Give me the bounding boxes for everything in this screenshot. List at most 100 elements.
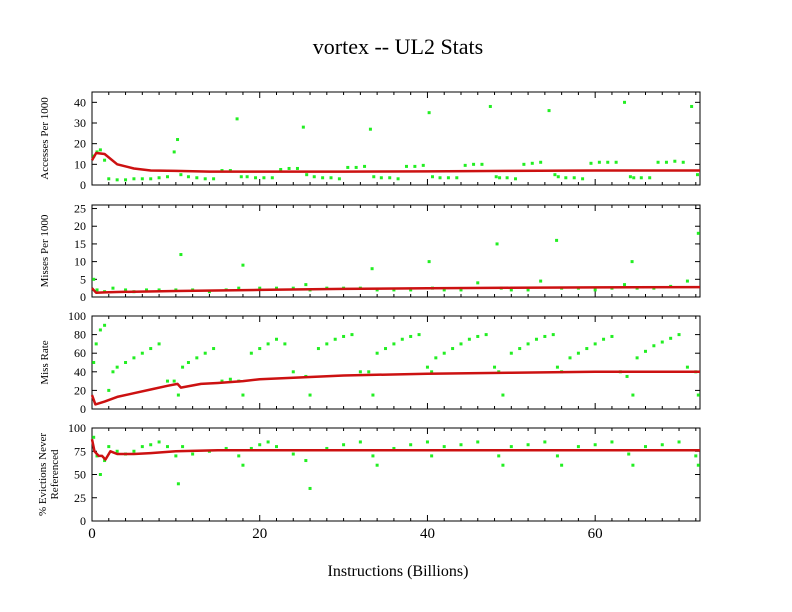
sample-point bbox=[438, 176, 442, 180]
y-tick-label: 25 bbox=[74, 491, 86, 505]
sample-point bbox=[446, 176, 450, 180]
sample-point bbox=[451, 347, 455, 351]
sample-point bbox=[593, 342, 597, 346]
sample-point bbox=[556, 175, 560, 179]
sample-point bbox=[494, 175, 498, 179]
sample-point bbox=[442, 288, 446, 292]
sample-point bbox=[630, 260, 634, 264]
y-tick-label: 80 bbox=[74, 328, 86, 342]
sample-point bbox=[685, 279, 689, 283]
sample-point bbox=[181, 365, 185, 369]
sample-point bbox=[304, 459, 308, 463]
panel-1: 0 10 20 30 40 Accesses Per 1000 bbox=[39, 91, 701, 192]
sample-point bbox=[543, 440, 547, 444]
sample-point bbox=[681, 160, 685, 164]
sample-point bbox=[379, 176, 383, 180]
panel-frame bbox=[91, 427, 701, 522]
y-tick-label: 15 bbox=[74, 237, 86, 251]
y-tick-label: 0 bbox=[80, 178, 86, 192]
sample-point bbox=[140, 177, 144, 181]
sample-point bbox=[526, 288, 530, 292]
sample-point bbox=[111, 286, 115, 290]
sample-point bbox=[585, 347, 589, 351]
sample-point bbox=[660, 443, 664, 447]
sample-point bbox=[614, 160, 618, 164]
x-tick-label: 40 bbox=[420, 526, 435, 542]
y-axis-label: % Evictions NeverReferenced bbox=[37, 433, 61, 516]
sample-point bbox=[476, 440, 480, 444]
y-tick-label: 20 bbox=[74, 219, 86, 233]
sample-point bbox=[367, 370, 371, 374]
sample-point bbox=[92, 435, 96, 439]
sample-point bbox=[203, 177, 207, 181]
sample-point bbox=[696, 463, 700, 467]
sample-point bbox=[375, 288, 379, 292]
sample-point bbox=[279, 168, 283, 171]
sample-point bbox=[417, 333, 421, 337]
sample-point bbox=[346, 165, 350, 169]
sample-point bbox=[107, 445, 111, 449]
sample-point bbox=[254, 176, 258, 180]
sample-point bbox=[455, 176, 459, 180]
sample-point bbox=[627, 452, 631, 456]
panel-frame bbox=[91, 91, 701, 186]
sample-point bbox=[274, 445, 278, 449]
sample-point bbox=[597, 160, 601, 164]
sample-point bbox=[593, 443, 597, 447]
sample-point bbox=[95, 288, 99, 292]
sample-point bbox=[157, 176, 161, 180]
sample-point bbox=[534, 337, 538, 341]
sample-point bbox=[404, 164, 408, 168]
sample-point bbox=[98, 473, 102, 476]
sample-point bbox=[643, 445, 647, 449]
sample-point bbox=[427, 111, 431, 115]
sample-point bbox=[509, 351, 513, 355]
sample-point bbox=[509, 445, 513, 449]
sample-point bbox=[115, 365, 119, 369]
sample-point bbox=[115, 449, 119, 453]
samples-series bbox=[92, 435, 700, 490]
sample-point bbox=[625, 374, 629, 378]
sample-point bbox=[258, 443, 262, 447]
sample-point bbox=[501, 393, 505, 397]
sample-point bbox=[623, 100, 627, 104]
sample-point bbox=[564, 176, 568, 180]
sample-point bbox=[628, 175, 632, 179]
y-tick-label: 5 bbox=[80, 272, 86, 286]
sample-point bbox=[484, 333, 488, 337]
sample-point bbox=[434, 356, 438, 360]
sample-point bbox=[295, 166, 299, 170]
x-tick-label: 0 bbox=[88, 526, 96, 542]
sample-point bbox=[179, 253, 183, 257]
sample-point bbox=[602, 337, 606, 341]
sample-point bbox=[145, 288, 149, 292]
sample-point bbox=[632, 176, 636, 180]
sample-point bbox=[132, 356, 136, 360]
sample-point bbox=[149, 177, 153, 181]
sample-point bbox=[98, 148, 102, 152]
sample-point bbox=[631, 463, 635, 467]
sample-point bbox=[509, 288, 513, 292]
sample-point bbox=[165, 379, 169, 383]
sample-point bbox=[526, 342, 530, 346]
sample-point bbox=[610, 440, 614, 444]
y-tick-label: 40 bbox=[74, 365, 86, 379]
sample-point bbox=[249, 351, 253, 355]
sample-point bbox=[547, 109, 551, 113]
y-tick-label: 60 bbox=[74, 346, 86, 360]
sample-point bbox=[696, 231, 700, 235]
sample-point bbox=[266, 342, 270, 346]
sample-point bbox=[555, 238, 559, 242]
sample-point bbox=[291, 286, 295, 290]
sample-point bbox=[413, 164, 417, 168]
sample-point bbox=[392, 446, 396, 450]
sample-point bbox=[325, 342, 329, 346]
sample-point bbox=[677, 440, 681, 444]
sample-point bbox=[501, 463, 505, 467]
sample-point bbox=[623, 283, 627, 287]
sample-point bbox=[174, 454, 178, 458]
sample-point bbox=[124, 178, 128, 182]
sample-point bbox=[526, 443, 530, 447]
sample-point bbox=[459, 342, 463, 346]
sample-point bbox=[631, 393, 635, 397]
